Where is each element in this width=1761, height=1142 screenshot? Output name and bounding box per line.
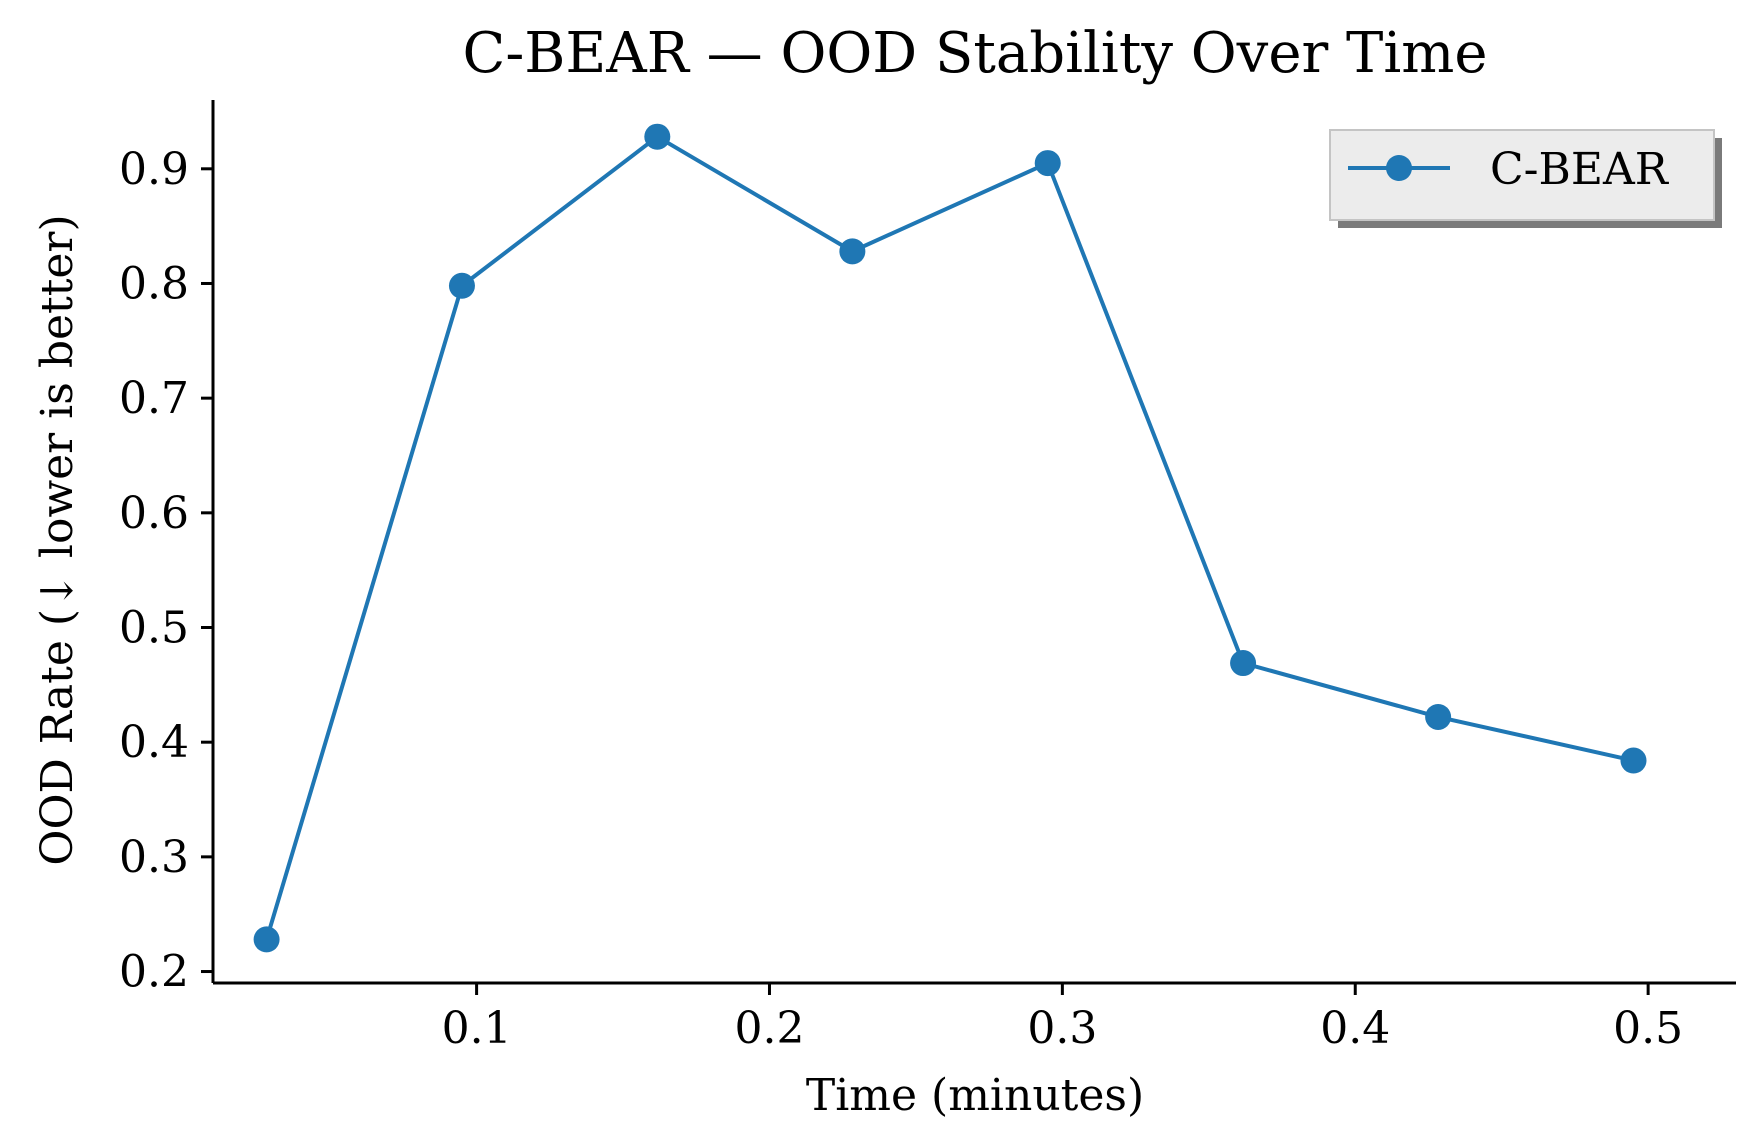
- data-point: [1620, 747, 1647, 774]
- x-ticks: 0.1 0.2 0.3 0.4 0.5: [442, 983, 1683, 1054]
- data-point: [1425, 703, 1452, 730]
- data-point: [1230, 650, 1257, 677]
- x-axis-label: Time (minutes): [806, 1070, 1144, 1121]
- legend-box: [1329, 129, 1715, 221]
- x-tick-label: 0.1: [442, 1003, 512, 1054]
- y-ticks: 0.2 0.3 0.4 0.5 0.6 0.7 0.8 0.9: [119, 144, 213, 998]
- data-point: [448, 272, 475, 299]
- data-point: [839, 238, 866, 265]
- y-tick-label: 0.9: [119, 144, 189, 195]
- y-tick-label: 0.8: [119, 258, 189, 309]
- data-point: [253, 926, 280, 953]
- data-point: [1034, 150, 1061, 177]
- data-point: [644, 123, 671, 150]
- x-tick-label: 0.5: [1613, 1003, 1683, 1054]
- y-tick-label: 0.5: [119, 603, 189, 654]
- y-tick-label: 0.7: [119, 373, 189, 424]
- x-tick-label: 0.4: [1320, 1003, 1390, 1054]
- series-c-bear: [253, 123, 1647, 953]
- y-tick-label: 0.3: [119, 832, 189, 883]
- y-tick-label: 0.2: [119, 947, 189, 998]
- axes: [211, 100, 1736, 985]
- chart-title: C-BEAR — OOD Stability Over Time: [462, 21, 1487, 86]
- y-tick-label: 0.6: [119, 488, 189, 539]
- x-tick-label: 0.2: [734, 1003, 804, 1054]
- legend: C-BEAR: [1329, 129, 1722, 228]
- legend-marker: [1386, 155, 1412, 181]
- x-tick-label: 0.3: [1027, 1003, 1097, 1054]
- legend-label: C-BEAR: [1490, 144, 1670, 195]
- series-line: [264, 134, 1634, 940]
- y-tick-label: 0.4: [119, 717, 189, 768]
- y-axis-label: OOD Rate (↓ lower is better): [32, 214, 83, 865]
